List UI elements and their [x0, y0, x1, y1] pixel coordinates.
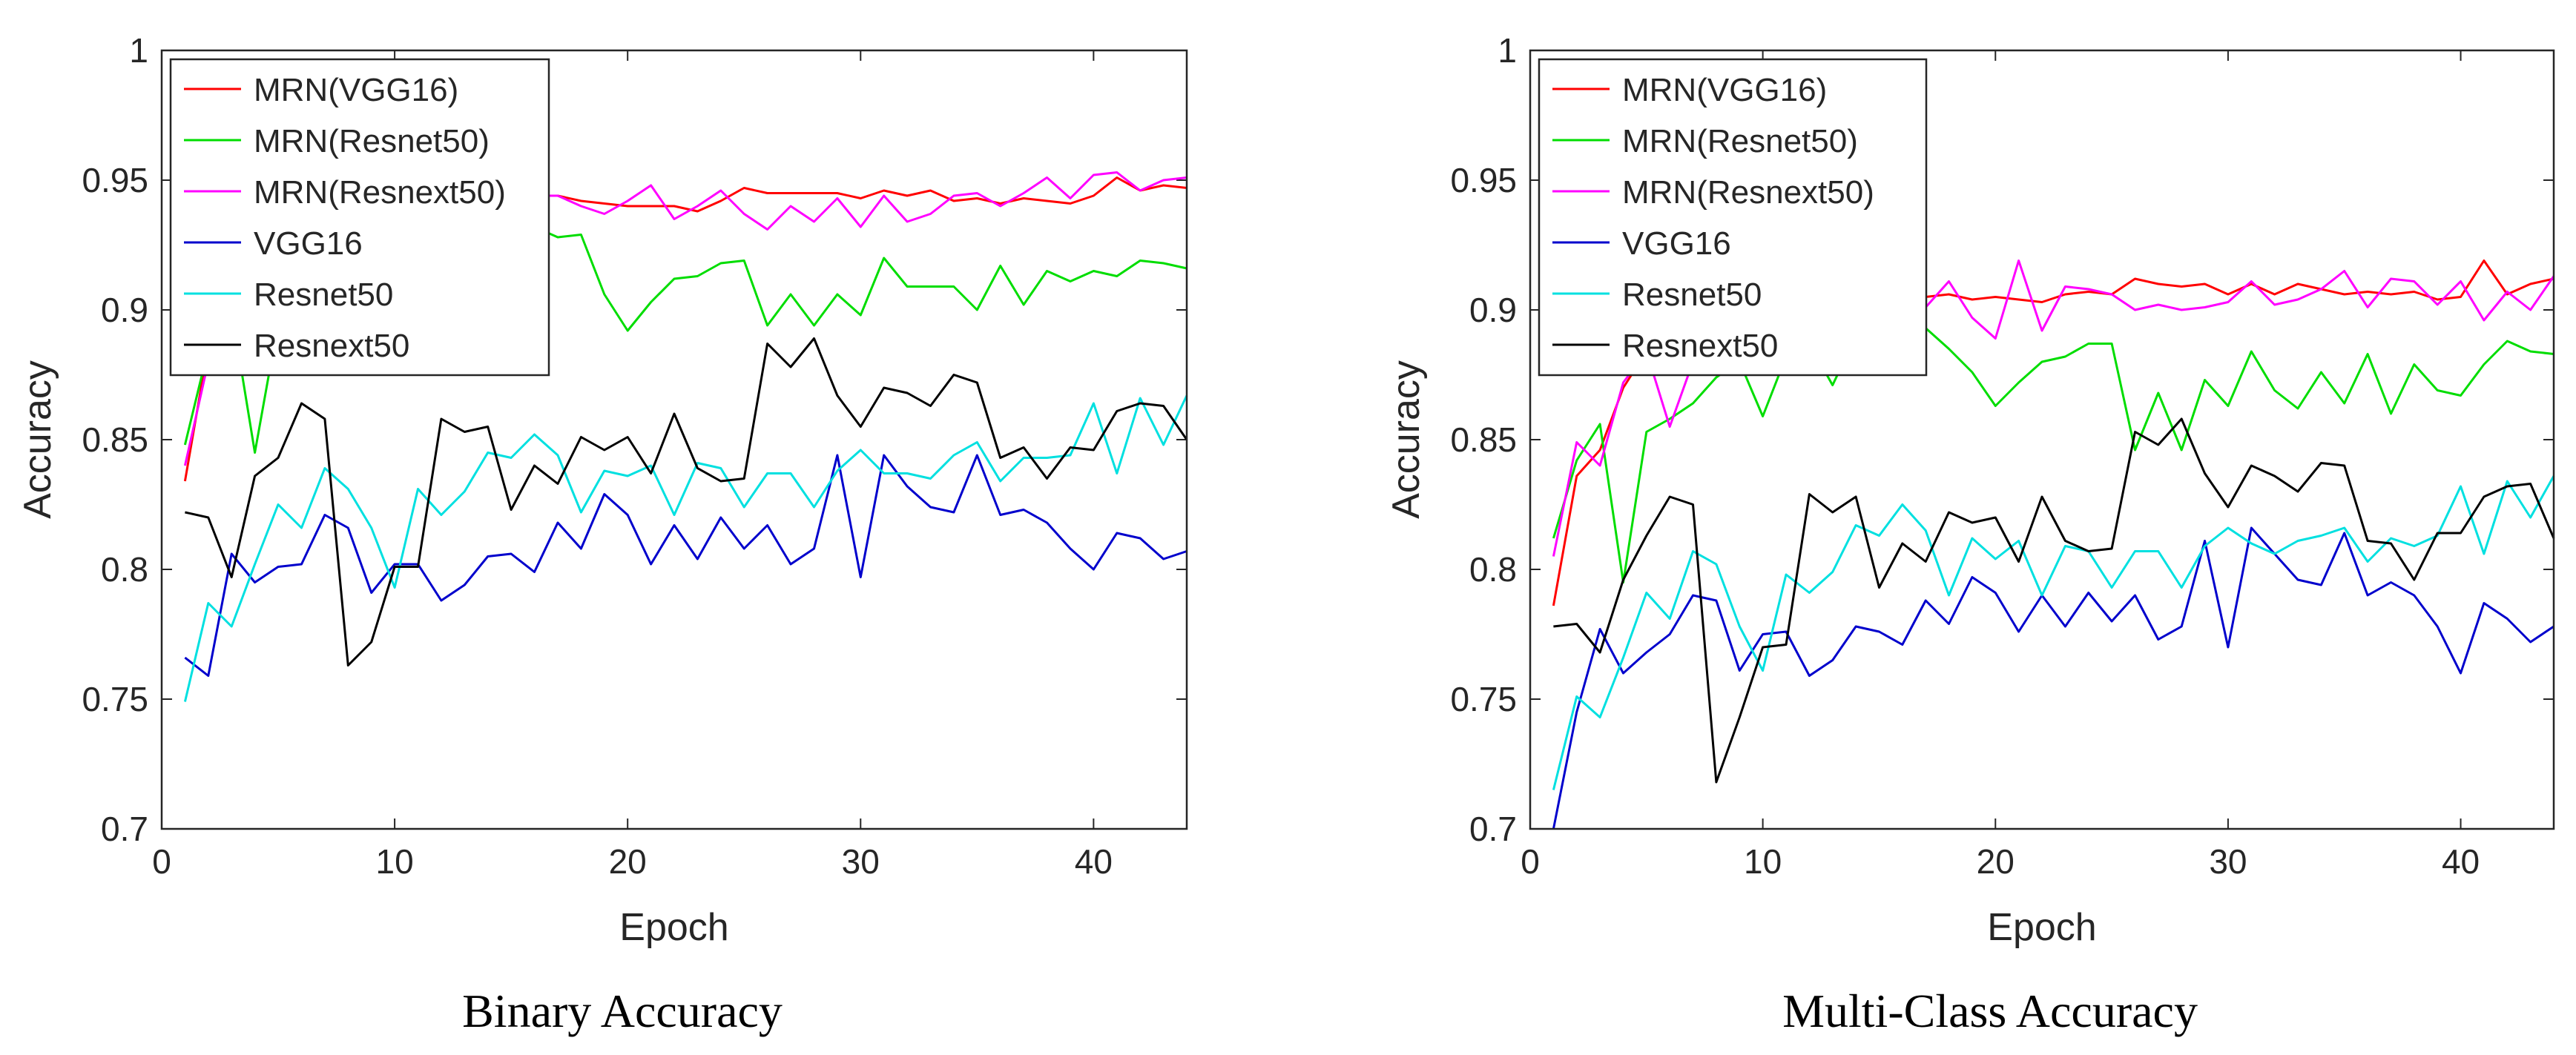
y-tick-label: 1	[129, 31, 148, 70]
legend-entry: MRN(VGG16)	[254, 72, 458, 108]
legend-box	[1538, 58, 1928, 377]
x-tick-label: 0	[1521, 842, 1540, 881]
series-line-vgg16	[1552, 526, 2554, 830]
legend-entry: Resnet50	[254, 277, 393, 313]
legend-box	[169, 58, 550, 377]
series-line-resnext50	[1553, 417, 2555, 784]
y-tick-label: 0.8	[101, 550, 148, 589]
legend-entry: MRN(Resnext50)	[254, 174, 506, 211]
series-line-resnext50	[185, 337, 1188, 667]
y-tick-label: 0.95	[1450, 161, 1517, 199]
legend-entry: VGG16	[254, 225, 363, 262]
y-tick-label: 0.95	[82, 161, 148, 199]
x-tick-label: 10	[376, 842, 414, 881]
x-tick-label: 0	[152, 842, 171, 881]
y-tick-label: 0.7	[101, 810, 148, 848]
chart-caption: Multi-Class Accuracy	[1782, 985, 2198, 1037]
legend-entry: Resnext50	[1622, 328, 1778, 364]
legend-entry: Resnet50	[1622, 277, 1762, 313]
legend-entry: MRN(Resnet50)	[254, 123, 490, 159]
y-tick-label: 0.9	[101, 291, 148, 329]
x-axis-label: Epoch	[1987, 906, 2096, 949]
y-tick-label: 0.85	[1450, 420, 1517, 459]
x-tick-label: 40	[2442, 842, 2480, 881]
x-tick-label: 30	[2209, 842, 2247, 881]
axes-box	[160, 49, 1188, 830]
x-tick-label: 20	[1977, 842, 2015, 881]
y-tick-label: 1	[1498, 31, 1517, 70]
y-tick-label: 0.8	[1469, 550, 1517, 589]
axes-box	[1529, 49, 2555, 830]
x-tick-label: 10	[1744, 842, 1782, 881]
legend-entry: MRN(VGG16)	[1622, 72, 1827, 108]
x-tick-label: 30	[842, 842, 880, 881]
y-axis-label: Accuracy	[16, 360, 59, 519]
y-tick-label: 0.7	[1469, 810, 1517, 848]
x-tick-label: 40	[1075, 842, 1113, 881]
legend-entry: MRN(Resnext50)	[1622, 174, 1874, 211]
chart-caption: Binary Accuracy	[462, 985, 783, 1037]
legend-entry: Resnext50	[254, 328, 409, 364]
series-line-resnet50	[183, 394, 1188, 702]
series-line-vgg16	[184, 454, 1187, 677]
legend-entry: VGG16	[1622, 225, 1731, 262]
legend-entry: MRN(Resnet50)	[1622, 123, 1858, 159]
y-tick-label: 0.75	[82, 680, 148, 718]
x-tick-label: 20	[609, 842, 647, 881]
y-axis-label: Accuracy	[1385, 360, 1428, 519]
y-tick-label: 0.75	[1450, 680, 1517, 718]
x-axis-label: Epoch	[619, 906, 728, 949]
y-tick-label: 0.85	[82, 420, 148, 459]
y-tick-label: 0.9	[1469, 291, 1517, 329]
